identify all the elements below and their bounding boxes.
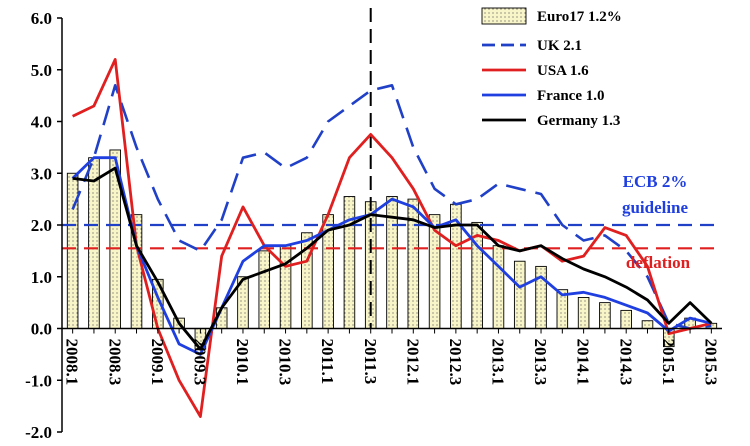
series-line-uk-2-1 — [71, 84, 712, 330]
y-tick-label-4-0: 4.0 — [31, 113, 52, 132]
bar-2013-2 — [513, 260, 526, 329]
x-tick-label-2012-3: 2012.3 — [446, 339, 465, 386]
x-tick-label-2010-3: 2010.3 — [276, 339, 295, 386]
x-tick-label-2010-1: 2010.1 — [233, 339, 252, 386]
x-tick-label-2008-3: 2008.3 — [105, 339, 124, 386]
bar-2010-3 — [279, 245, 292, 329]
x-tick-label-2009-3: 2009.3 — [190, 339, 209, 386]
series-line-usa-1-6 — [71, 58, 712, 418]
bar-2014-2 — [599, 302, 611, 329]
y-tick-label-6-0: 6.0 — [31, 9, 52, 28]
tick-labels: -2.0 -1.0 0.0 1.0 2.0 3.0 4.0 5.0 6.0 2008.1 2008.… — [25, 9, 720, 442]
legend-label-germany-1-3: Germany 1.3 — [537, 113, 620, 129]
x-tick-label-2014-3: 2014.3 — [616, 339, 635, 386]
y-tick-label-2-0: 2.0 — [31, 216, 52, 235]
bar-2014-4 — [641, 320, 654, 329]
series-line-germany-1-3 — [72, 166, 713, 351]
line-series — [71, 58, 713, 418]
x-tick-label-2014-1: 2014.1 — [574, 339, 593, 386]
bar-2013-1 — [492, 245, 505, 329]
bar-2014-1 — [577, 297, 590, 329]
legend-label-uk-2-1: UK 2.1 — [537, 38, 582, 54]
legend-label-france-1-0: France 1.0 — [537, 88, 604, 104]
x-tick-label-2013-1: 2013.1 — [489, 339, 508, 386]
x-tick-label-2011-1: 2011.1 — [318, 339, 337, 385]
y-tick-label-1-0: 1.0 — [31, 268, 52, 287]
annotation-deflation: deflation — [626, 253, 691, 272]
x-tick-label-2012-1: 2012.1 — [403, 339, 422, 386]
axes — [57, 17, 722, 433]
legend-swatch-euro17-1-2 — [481, 7, 527, 25]
legend-label-usa-1-6: USA 1.6 — [537, 63, 589, 79]
legend-label-euro17-1-2: Euro17 1.2% — [537, 9, 622, 25]
legend: Euro17 1.2% UK 2.1 USA 1.6 France 1.0 German… — [481, 7, 622, 129]
y-tick-label-3-0: 3.0 — [31, 164, 52, 183]
bar-2008-2 — [88, 157, 100, 329]
annotation-guideline: guideline — [622, 198, 689, 217]
y-tick-label-5-0: 5.0 — [31, 61, 52, 80]
bar-2010-2 — [258, 250, 271, 329]
x-tick-label-2011-3: 2011.3 — [361, 339, 380, 385]
x-tick-label-2009-1: 2009.1 — [148, 339, 167, 386]
y-tick-label-0-0: 0.0 — [31, 320, 52, 339]
x-tick-label-2015-3: 2015.3 — [701, 339, 720, 386]
bar-series-euro17 — [66, 149, 718, 350]
annotations: ECB 2% guideline deflation — [622, 172, 691, 272]
x-tick-label-2013-3: 2013.3 — [531, 339, 550, 386]
y-tick-label-2-0: -2.0 — [25, 423, 52, 442]
annotation-ecb-2: ECB 2% — [623, 172, 688, 191]
y-tick-label-1-0: -1.0 — [25, 371, 52, 390]
bar-2011-2 — [343, 196, 356, 329]
series-line-france-1-0 — [71, 156, 712, 356]
x-tick-label-2008-1: 2008.1 — [63, 339, 82, 386]
x-tick-label-2015-1: 2015.1 — [659, 339, 678, 386]
bar-2014-3 — [620, 309, 632, 329]
bar-2008-1 — [66, 172, 79, 329]
